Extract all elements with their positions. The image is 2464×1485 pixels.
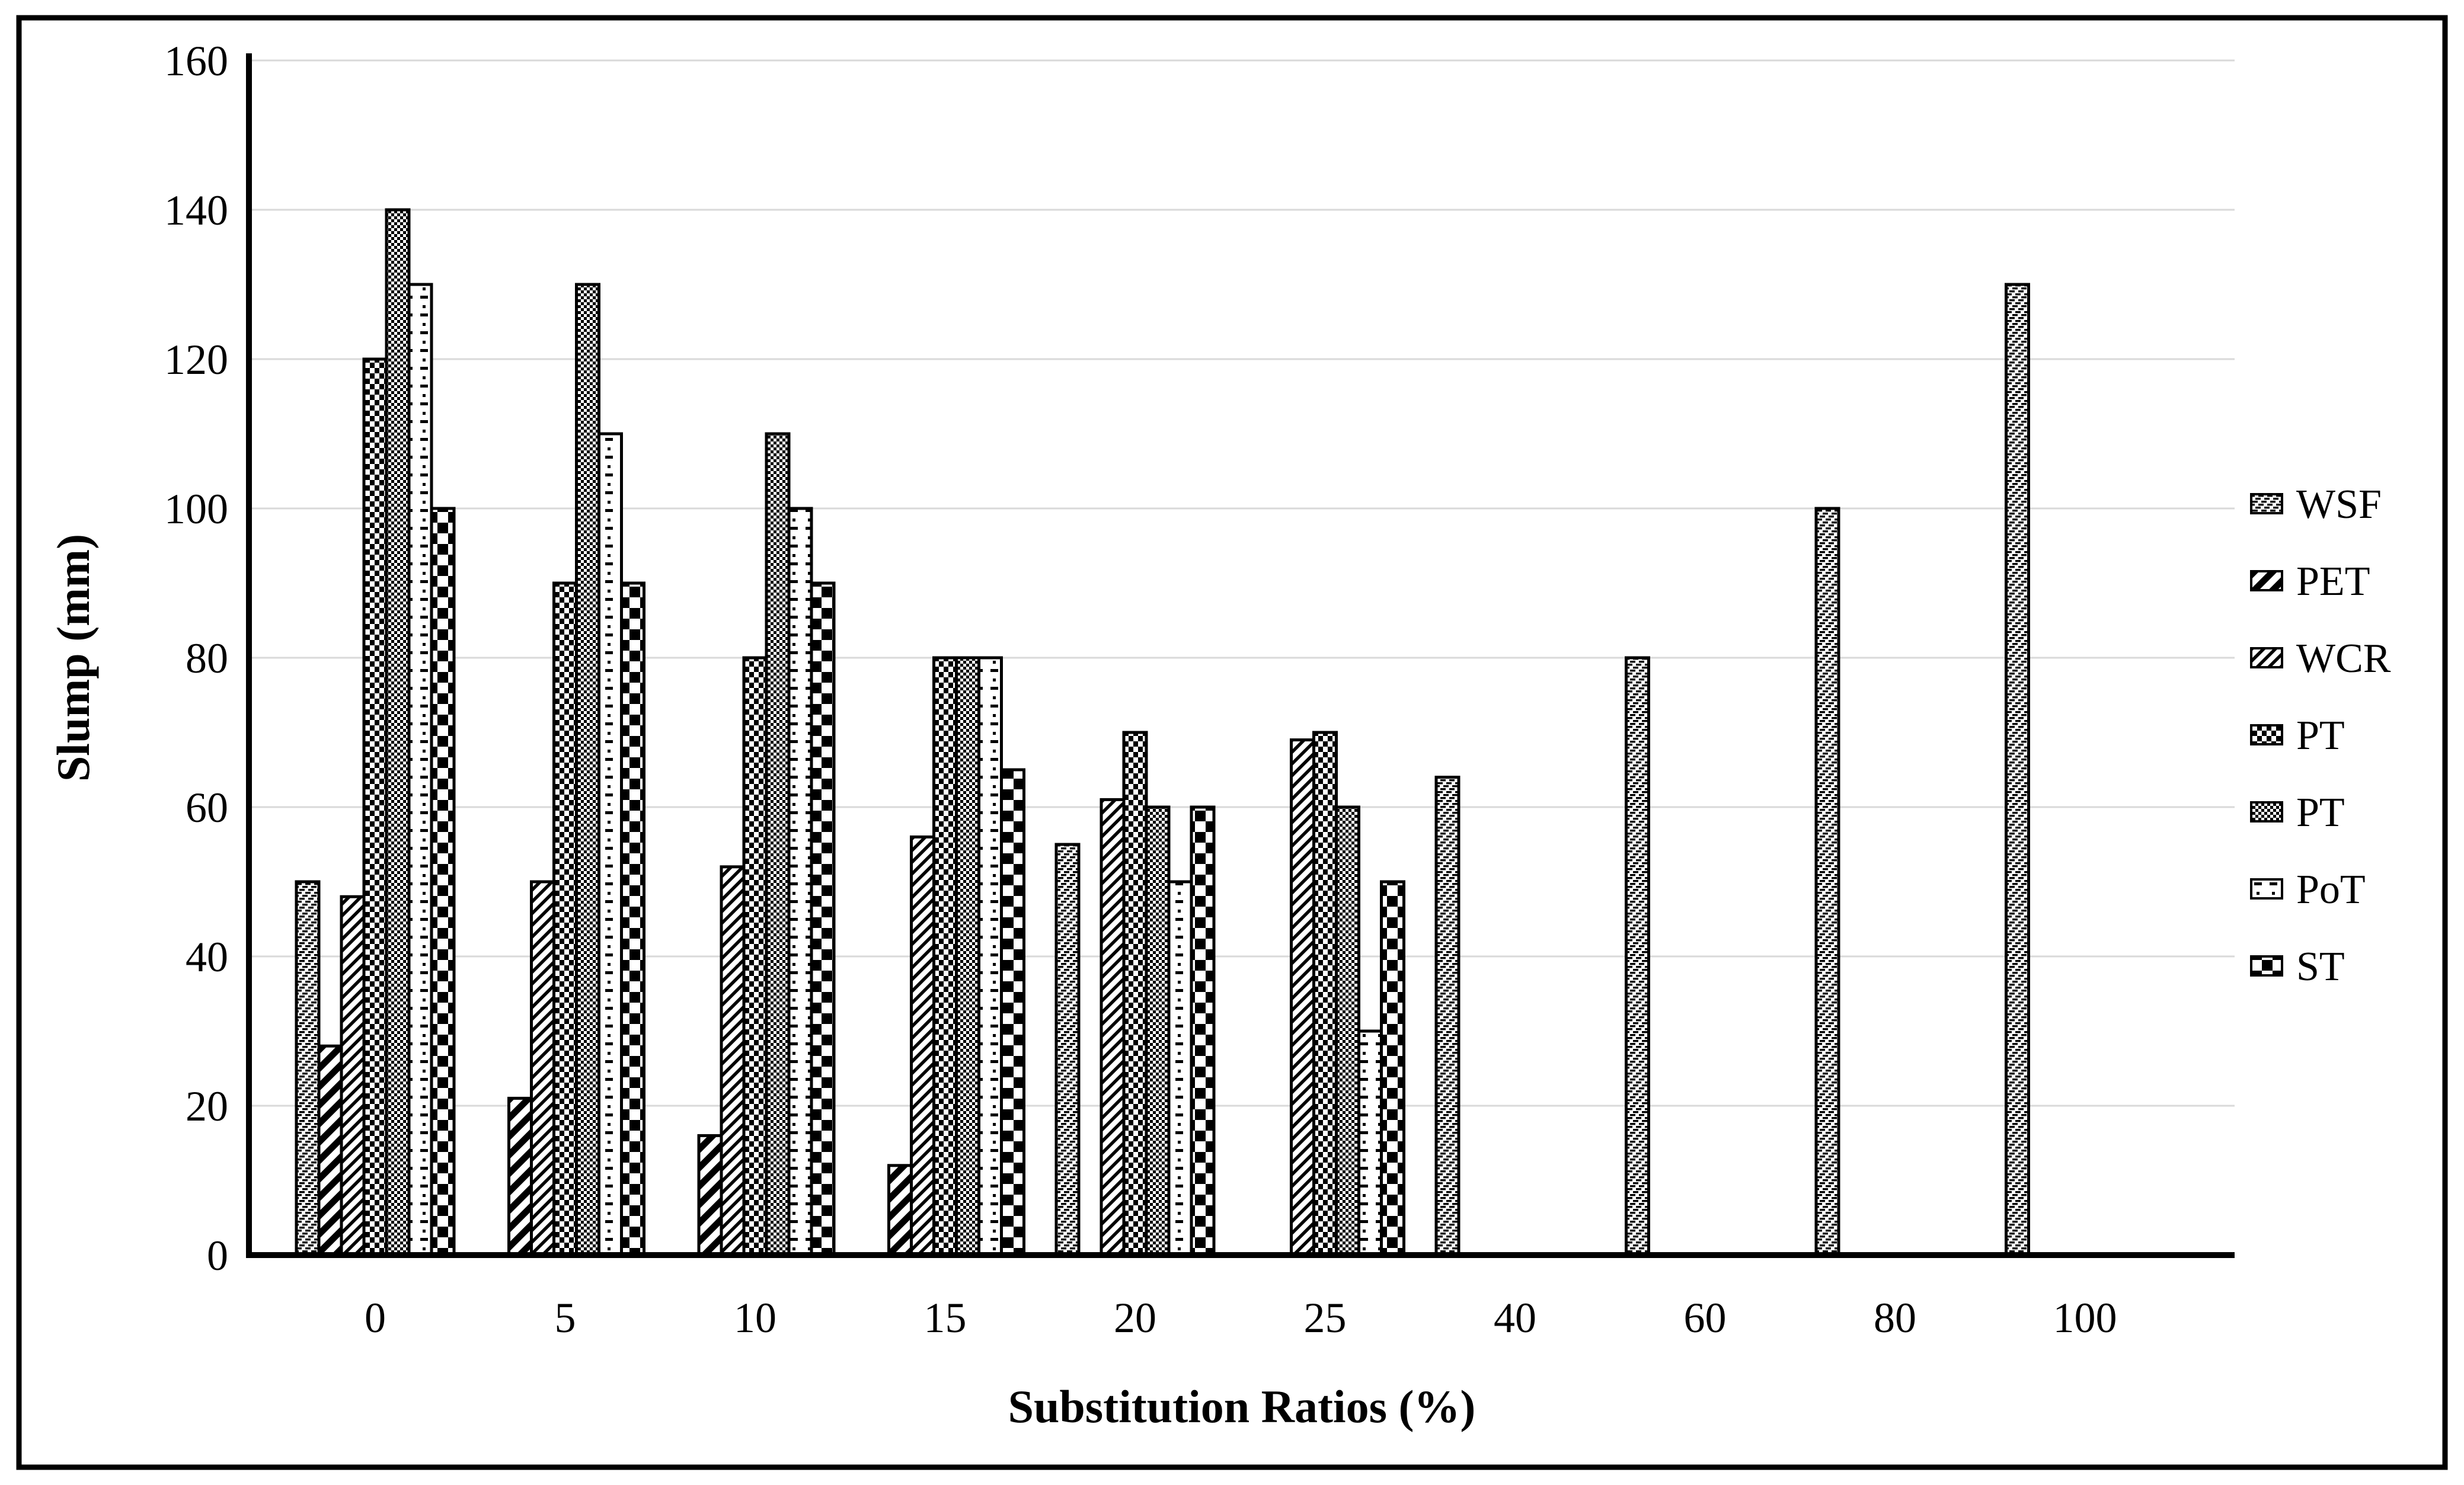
x-tick-40: 40 <box>1494 1294 1536 1342</box>
bar-wcr-cat-10 <box>720 865 746 1257</box>
bars <box>295 208 2030 1257</box>
bar-pet-cat-10 <box>697 1134 723 1257</box>
bar-wsf-cat-40 <box>1434 776 1460 1257</box>
x-tick-60: 60 <box>1684 1294 1727 1342</box>
x-tick-80: 80 <box>1874 1294 1916 1342</box>
y-tick-140: 140 <box>164 187 228 234</box>
legend-swatch-pt-fine-icon <box>2250 801 2283 822</box>
x-axis-title: Substitution Ratios (%) <box>1008 1381 1476 1432</box>
x-tick-20: 20 <box>1114 1294 1156 1342</box>
bar-pot-cat-20 <box>1167 880 1193 1257</box>
bar-st-cat-15 <box>1000 768 1025 1257</box>
bar-wcr-cat-5 <box>530 880 555 1257</box>
y-tick-120: 120 <box>164 336 228 383</box>
y-tick-40: 40 <box>186 933 228 981</box>
y-tick-0: 0 <box>207 1232 228 1279</box>
bar-wcr-cat-15 <box>910 835 935 1257</box>
bar-wsf-cat-100 <box>2005 283 2030 1257</box>
legend-label-pt-fine: PT <box>2296 790 2345 836</box>
y-tick-20: 20 <box>186 1083 228 1130</box>
bar-pt-small-cat-25 <box>1312 731 1338 1257</box>
bar-pt-fine-cat-15 <box>955 656 980 1257</box>
bar-st-cat-10 <box>810 581 836 1257</box>
x-tick-15: 15 <box>924 1294 967 1342</box>
bar-pt-fine-cat-0 <box>385 208 411 1257</box>
x-tick-25: 25 <box>1304 1294 1347 1342</box>
bar-wcr-cat-0 <box>340 895 366 1257</box>
y-tick-100: 100 <box>164 485 228 533</box>
legend-label-pot: PoT <box>2296 867 2366 913</box>
bar-pot-cat-5 <box>597 432 623 1257</box>
bar-wcr-cat-25 <box>1290 738 1315 1257</box>
bar-st-cat-0 <box>430 507 456 1257</box>
legend-swatch-pot-icon <box>2250 878 2283 900</box>
legend-swatch-pet-icon <box>2250 570 2283 591</box>
bar-wsf-cat-60 <box>1625 656 1650 1257</box>
x-tick-100: 100 <box>2053 1294 2117 1342</box>
y-tick-80: 80 <box>186 635 228 682</box>
axis-labels: 0 20 40 60 80 100 120 140 160 0 5 10 15 20 25 40 60 80 100… <box>47 37 2117 1432</box>
x-tick-5: 5 <box>555 1294 576 1342</box>
legend-swatch-wsf-icon <box>2250 493 2283 514</box>
bar-pot-cat-25 <box>1357 1029 1383 1257</box>
bar-wcr-cat-20 <box>1100 798 1126 1257</box>
bar-pt-fine-cat-5 <box>575 283 600 1257</box>
bar-st-cat-20 <box>1190 805 1216 1257</box>
bar-wsf-cat-20 <box>1054 843 1081 1257</box>
bar-pt-small-cat-0 <box>362 357 388 1257</box>
bar-st-cat-25 <box>1380 880 1405 1257</box>
bar-pet-cat-0 <box>317 1044 343 1257</box>
legend-label-wsf: WSF <box>2296 482 2382 527</box>
bar-pt-fine-cat-20 <box>1145 805 1171 1257</box>
legend-label-st: ST <box>2296 944 2345 990</box>
bar-pet-cat-5 <box>507 1096 533 1257</box>
y-tick-60: 60 <box>186 784 228 831</box>
bar-wsf-cat-0 <box>295 880 321 1257</box>
y-axis-title: Slump (mm) <box>47 534 99 782</box>
axes <box>246 53 2235 1258</box>
bar-pt-small-cat-5 <box>552 581 578 1257</box>
legend-swatch-st-icon <box>2250 955 2283 977</box>
bar-pet-cat-15 <box>887 1164 913 1257</box>
bar-pt-small-cat-20 <box>1122 731 1148 1257</box>
x-tick-10: 10 <box>734 1294 776 1342</box>
legend-label-wcr: WCR <box>2296 636 2391 681</box>
y-tick-160: 160 <box>164 37 228 85</box>
bar-pt-fine-cat-10 <box>765 432 791 1257</box>
legend-label-pt-small: PT <box>2296 713 2345 758</box>
legend-label-pet: PET <box>2296 559 2370 604</box>
x-tick-0: 0 <box>365 1294 386 1342</box>
legend-swatch-pt-small-icon <box>2250 724 2283 745</box>
bar-pt-small-cat-10 <box>742 656 768 1257</box>
bar-pot-cat-0 <box>407 283 433 1257</box>
legend-swatch-wcr-icon <box>2250 647 2283 668</box>
legend: WSF PET WCR PT PT PoT ST <box>2250 482 2391 990</box>
bar-pot-cat-10 <box>787 507 813 1257</box>
bar-st-cat-5 <box>620 581 645 1257</box>
bar-pt-small-cat-15 <box>932 656 958 1257</box>
bar-pot-cat-15 <box>977 656 1003 1257</box>
bar-pt-fine-cat-25 <box>1335 805 1360 1257</box>
bar-wsf-cat-80 <box>1814 507 1840 1257</box>
figure-border <box>16 15 2448 1470</box>
